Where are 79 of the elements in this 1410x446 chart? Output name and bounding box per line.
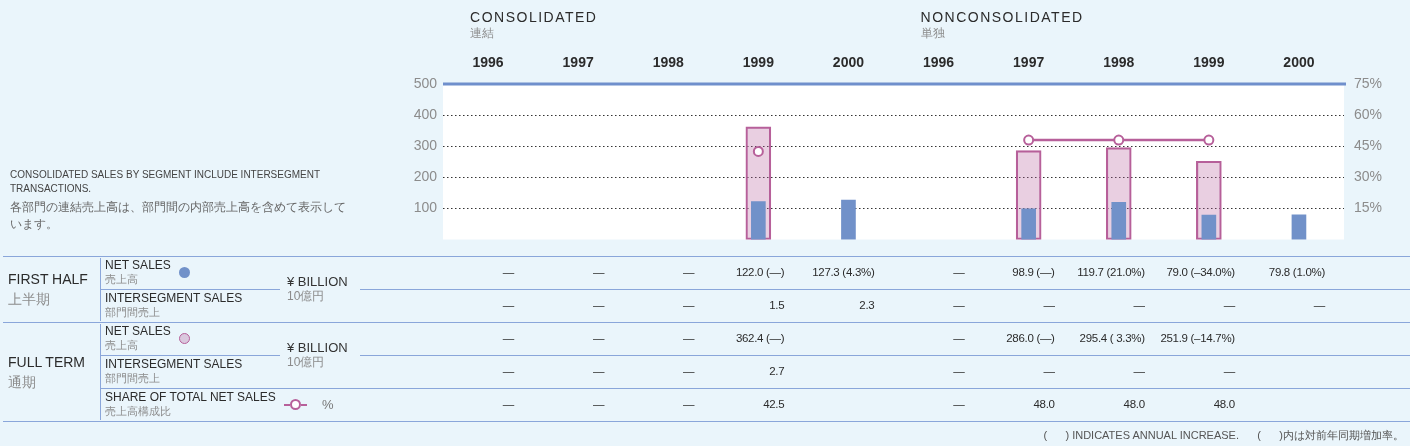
legend-label: SHARE OF TOTAL NET SALES 売上高構成比 (105, 390, 276, 418)
text: — (592, 299, 605, 311)
y-tick-label: 500 (413, 74, 438, 91)
text: — (953, 398, 965, 410)
data-label: 295.4 ( 3.3%) (1078, 331, 1145, 346)
x-tick-label: 1997 (562, 54, 594, 71)
text: — (1313, 299, 1325, 311)
y-tick-label: 400 (413, 105, 438, 122)
text: — (1043, 365, 1055, 377)
data-label: 127.3 (4.3%) (811, 265, 875, 280)
data-label: 98.9 (—) (1011, 265, 1055, 280)
text: FULL TERM 通期 (8, 352, 86, 392)
y2-tick-label: 60% (1354, 105, 1383, 122)
text: INTERSEGMENT SALES 部門間売上 (105, 357, 243, 385)
text: ¥ BILLION 10億円 (287, 340, 348, 369)
text: — (953, 299, 965, 311)
text: — (1133, 299, 1145, 311)
text: % (322, 396, 334, 412)
data-label: 122.0 (—) (734, 265, 785, 280)
legend-label: NET SALES 売上高 (105, 258, 171, 286)
text: — (502, 266, 515, 278)
text: — (502, 332, 515, 344)
bar (841, 199, 856, 240)
text: 1.5 (769, 299, 785, 311)
text: ¥ BILLION 10億円 (287, 274, 348, 303)
text: — (1223, 365, 1235, 377)
y-tick-label: 200 (413, 168, 438, 185)
text: — (502, 398, 515, 410)
text: — (592, 365, 605, 377)
text: ( ) INDICATES ANNUAL INCREASE. ( )内は対前年同期増加率。 (1043, 428, 1404, 443)
bar (1291, 214, 1307, 240)
text: — (683, 398, 695, 410)
x-tick-label: 2000 (832, 54, 865, 71)
data-label: 42.5 (762, 397, 785, 412)
y2-tick-label: 45% (1354, 137, 1383, 154)
text: CONSOLIDATED SALES BY SEGMENT INCLUDE INTERSEGMENT TRANSACTIONS. 各部門の連結売上高は、部門間の内部売上高を含めて表示しています。 (10, 168, 347, 233)
text: — (683, 332, 695, 344)
text: — (1223, 299, 1235, 311)
text: FIRST HALF 上半期 (8, 270, 88, 309)
data-label: 362.4 (—) (734, 331, 785, 346)
text: — (953, 266, 965, 278)
y-tick-label: 300 (413, 137, 438, 154)
x-tick-label: 1998 (1103, 54, 1135, 71)
text: — (592, 398, 605, 410)
bar (1201, 214, 1217, 240)
text: — (953, 332, 965, 344)
text: 2.7 (769, 365, 785, 377)
text: — (683, 365, 695, 377)
bar (1111, 202, 1127, 240)
text: — (953, 365, 965, 377)
text: — (1043, 299, 1055, 311)
x-tick-label: 1996 (922, 54, 955, 71)
y-tick-label: 100 (413, 199, 438, 216)
legend-label: NET SALES 売上高 (105, 324, 171, 352)
x-tick-label: 1997 (1013, 54, 1045, 71)
text: INTERSEGMENT SALES 部門間売上 (105, 291, 243, 319)
text: — (683, 299, 695, 311)
x-tick-label: 1996 (472, 54, 504, 71)
text: — (1133, 365, 1145, 377)
text: — (592, 332, 605, 344)
text: NONCONSOLIDATED 単独 (920, 9, 1084, 41)
bar (751, 201, 766, 240)
text: — (592, 266, 605, 278)
text: 2.3 (859, 299, 875, 311)
x-tick-label: 1999 (1193, 54, 1225, 71)
text: — (502, 299, 515, 311)
text: CONSOLIDATED 連結 (470, 9, 598, 41)
bar (1021, 208, 1036, 240)
y2-tick-label: 75% (1354, 74, 1383, 91)
x-tick-label: 1999 (742, 54, 775, 71)
data-label: 119.7 (21.0%) (1076, 265, 1145, 280)
x-tick-label: 2000 (1283, 54, 1315, 71)
y2-tick-label: 15% (1354, 199, 1383, 216)
x-tick-label: 1998 (652, 54, 685, 71)
text: — (502, 365, 515, 377)
y2-tick-label: 30% (1354, 168, 1383, 185)
data-label: 48.0 (1032, 397, 1055, 412)
data-label: 286.0 (—) (1005, 331, 1055, 346)
text: — (683, 266, 695, 278)
